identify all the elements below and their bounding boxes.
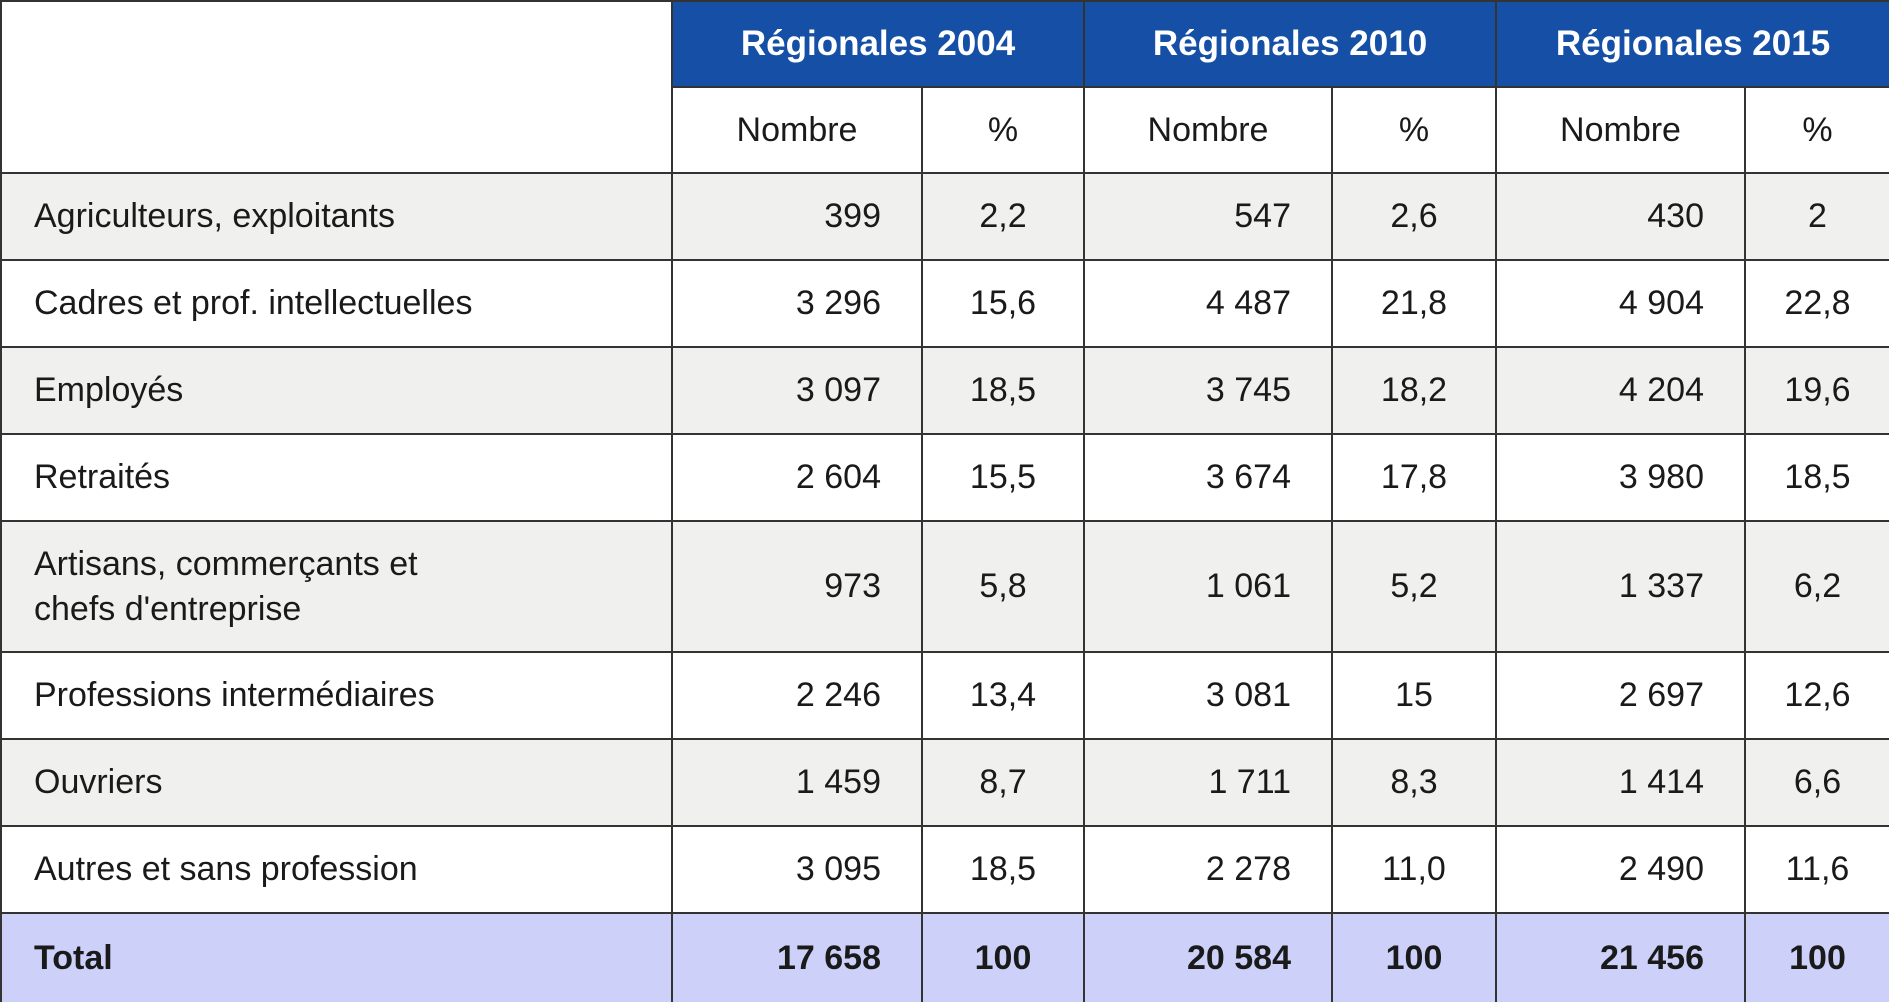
cell-nombre-2015: 2 697 [1495,651,1746,740]
row-label: Cadres et prof. intellectuelles [0,259,673,348]
table-row-total: Total 17 658 100 20 584 100 21 456 100 [0,912,1889,1002]
cell-nombre-2004: 1 459 [671,738,923,827]
row-label: Artisans, commerçants et chefs d'entrepr… [0,520,673,653]
cell-percent-2004: 15,6 [921,259,1085,348]
cell-percent-2015: 2 [1744,172,1889,261]
cell-percent-2010: 5,2 [1331,520,1497,653]
table-row-retraites: Retraités 2 604 15,5 3 674 17,8 3 980 18… [0,433,1889,522]
cell-nombre-2010: 1 711 [1083,738,1333,827]
cell-percent-2010: 2,6 [1331,172,1497,261]
subheader-nombre-2010: Nombre [1083,86,1333,174]
cell-nombre-2015: 1 337 [1495,520,1746,653]
cell-percent-2010: 17,8 [1331,433,1497,522]
cell-percent-2004: 8,7 [921,738,1085,827]
cell-nombre-2004: 399 [671,172,923,261]
row-label: Agriculteurs, exploitants [0,172,673,261]
cell-nombre-2015: 430 [1495,172,1746,261]
cell-percent-2015: 11,6 [1744,825,1889,914]
table-row-ouvriers: Ouvriers 1 459 8,7 1 711 8,3 1 414 6,6 [0,738,1889,827]
subheader-nombre-2004: Nombre [671,86,923,174]
subheader-percent-2004: % [921,86,1085,174]
cell-nombre-2010: 3 674 [1083,433,1333,522]
empty-corner-cell [0,0,673,174]
cell-percent-2004: 13,4 [921,651,1085,740]
cell-percent-2004: 18,5 [921,346,1085,435]
cell-nombre-2010: 2 278 [1083,825,1333,914]
cell-percent-2004: 5,8 [921,520,1085,653]
cell-percent-2004: 15,5 [921,433,1085,522]
row-label: Professions intermédiaires [0,651,673,740]
cell-nombre-2010: 4 487 [1083,259,1333,348]
total-nombre-2004: 17 658 [671,912,923,1002]
table-row-autres: Autres et sans profession 3 095 18,5 2 2… [0,825,1889,914]
cell-percent-2010: 18,2 [1331,346,1497,435]
column-group-header-regionales-2015: Régionales 2015 [1495,0,1889,88]
cell-percent-2015: 19,6 [1744,346,1889,435]
table-row-agriculteurs: Agriculteurs, exploitants 399 2,2 547 2,… [0,172,1889,261]
cell-percent-2015: 12,6 [1744,651,1889,740]
row-label: Autres et sans profession [0,825,673,914]
total-percent-2004: 100 [921,912,1085,1002]
cell-nombre-2015: 3 980 [1495,433,1746,522]
cell-nombre-2010: 3 745 [1083,346,1333,435]
cell-percent-2010: 21,8 [1331,259,1497,348]
cell-percent-2015: 6,6 [1744,738,1889,827]
cell-percent-2004: 2,2 [921,172,1085,261]
column-group-header-regionales-2004: Régionales 2004 [671,0,1085,88]
cell-nombre-2004: 2 246 [671,651,923,740]
total-percent-2010: 100 [1331,912,1497,1002]
total-percent-2015: 100 [1744,912,1889,1002]
table-row-professions-intermediaires: Professions intermédiaires 2 246 13,4 3 … [0,651,1889,740]
cell-percent-2010: 8,3 [1331,738,1497,827]
cell-nombre-2004: 973 [671,520,923,653]
row-label: Retraités [0,433,673,522]
total-nombre-2015: 21 456 [1495,912,1746,1002]
cell-percent-2010: 11,0 [1331,825,1497,914]
cell-percent-2015: 22,8 [1744,259,1889,348]
subheader-percent-2015: % [1744,86,1889,174]
subheader-nombre-2015: Nombre [1495,86,1746,174]
table-row-employes: Employés 3 097 18,5 3 745 18,2 4 204 19,… [0,346,1889,435]
cell-nombre-2015: 2 490 [1495,825,1746,914]
cell-percent-2015: 6,2 [1744,520,1889,653]
row-label: Employés [0,346,673,435]
cell-percent-2010: 15 [1331,651,1497,740]
cell-nombre-2015: 1 414 [1495,738,1746,827]
cell-nombre-2004: 3 296 [671,259,923,348]
cell-nombre-2004: 3 095 [671,825,923,914]
total-nombre-2010: 20 584 [1083,912,1333,1002]
cell-nombre-2004: 2 604 [671,433,923,522]
total-label: Total [0,912,673,1002]
cell-nombre-2015: 4 204 [1495,346,1746,435]
cell-percent-2015: 18,5 [1744,433,1889,522]
cell-nombre-2015: 4 904 [1495,259,1746,348]
row-label: Ouvriers [0,738,673,827]
cell-nombre-2010: 547 [1083,172,1333,261]
table-row-artisans: Artisans, commerçants et chefs d'entrepr… [0,520,1889,653]
cell-percent-2004: 18,5 [921,825,1085,914]
cell-nombre-2010: 1 061 [1083,520,1333,653]
cell-nombre-2010: 3 081 [1083,651,1333,740]
column-group-header-regionales-2010: Régionales 2010 [1083,0,1497,88]
subheader-percent-2010: % [1331,86,1497,174]
cell-nombre-2004: 3 097 [671,346,923,435]
table-row-cadres: Cadres et prof. intellectuelles 3 296 15… [0,259,1889,348]
